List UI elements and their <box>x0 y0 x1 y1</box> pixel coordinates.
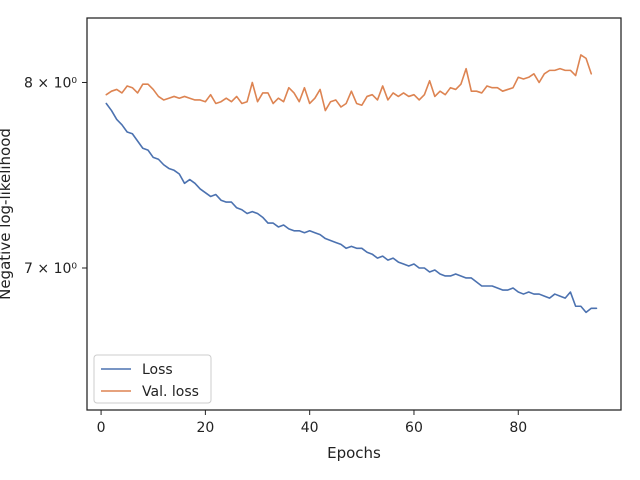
series-layer <box>105 54 598 314</box>
y-axis-label: Negative log-likelihood <box>0 128 14 300</box>
x-tick-label: 80 <box>509 420 527 436</box>
x-tick-label: 0 <box>97 420 106 436</box>
legend-label-val-loss: Val. loss <box>142 384 199 400</box>
x-tick-label: 60 <box>405 420 423 436</box>
y-tick-label: 7 × 10⁰ <box>24 261 77 277</box>
y-tick-label: 8 × 10⁰ <box>24 75 77 91</box>
x-axis-ticks: 0 20 40 60 80 <box>97 410 527 436</box>
legend: Loss Val. loss <box>93 354 212 404</box>
x-tick-label: 20 <box>196 420 214 436</box>
x-tick-label: 40 <box>301 420 319 436</box>
y-axis-ticks: 7 × 10⁰ 8 × 10⁰ <box>24 75 87 277</box>
plot-area <box>86 17 622 411</box>
legend-label-loss: Loss <box>142 362 173 378</box>
x-axis-label: Epochs <box>327 444 381 462</box>
series-line-val-loss <box>105 54 593 112</box>
series-line-loss <box>105 102 598 314</box>
axes-frame <box>86 17 622 411</box>
